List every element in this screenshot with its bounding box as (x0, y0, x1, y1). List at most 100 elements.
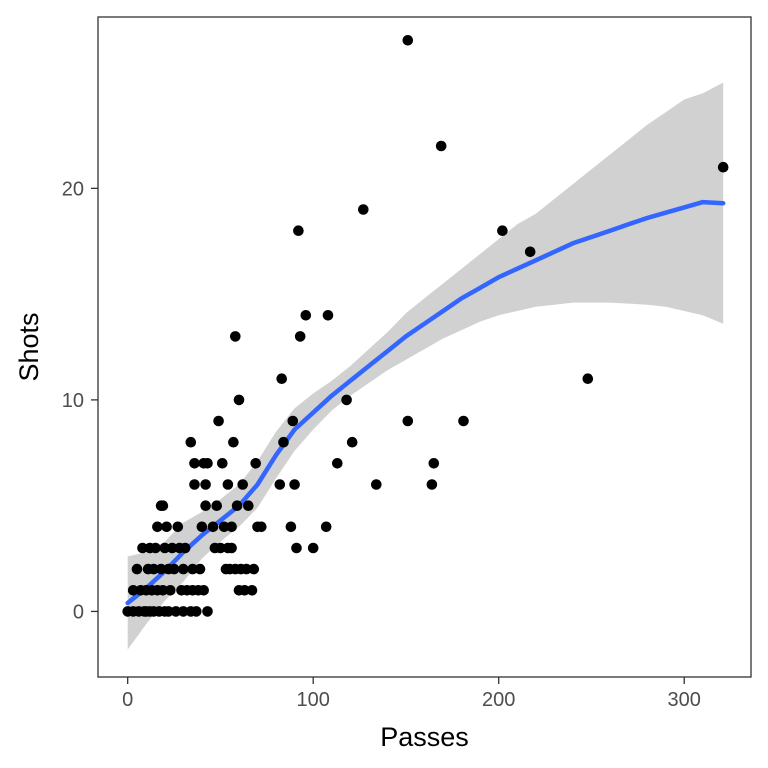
data-point (211, 500, 222, 512)
data-point (163, 606, 174, 617)
data-point (155, 563, 167, 575)
data-point (428, 458, 440, 469)
data-point (524, 246, 536, 258)
data-point (341, 394, 352, 406)
data-point (191, 606, 202, 617)
data-point (243, 500, 254, 512)
data-point (165, 585, 176, 596)
data-point (170, 606, 182, 617)
data-point (250, 458, 261, 469)
data-point (159, 542, 171, 554)
data-point (217, 458, 228, 469)
data-points-layer (122, 35, 729, 617)
x-tick-label: 200 (482, 689, 515, 711)
data-point (194, 563, 206, 575)
data-point (274, 479, 286, 490)
data-point (497, 225, 508, 236)
data-point (137, 542, 148, 554)
data-point (161, 521, 172, 533)
data-point (346, 436, 358, 448)
data-point (228, 436, 239, 448)
x-axis-title: Passes (380, 722, 469, 752)
data-point (402, 35, 414, 46)
data-point (152, 521, 163, 533)
data-point (200, 500, 211, 512)
data-point (246, 585, 258, 596)
data-point (332, 458, 343, 469)
data-point (178, 606, 189, 617)
data-point (226, 521, 237, 533)
data-point (285, 521, 297, 533)
data-point (294, 331, 306, 342)
data-point (198, 585, 209, 596)
data-point (582, 373, 594, 385)
data-point (458, 415, 469, 427)
confidence-band (127, 82, 724, 650)
data-point (222, 479, 234, 490)
y-tick-label: 0 (73, 601, 84, 623)
data-point (215, 542, 226, 554)
data-point (291, 542, 302, 554)
data-point (241, 563, 252, 575)
x-axis: 0 100 200 300 (122, 677, 701, 711)
data-point (426, 479, 438, 490)
data-point (131, 563, 143, 575)
data-point (189, 479, 200, 490)
data-point (255, 521, 267, 533)
data-point (148, 563, 159, 575)
data-point (435, 140, 447, 152)
panel-border (97, 16, 752, 678)
data-point (300, 310, 312, 321)
data-point (157, 585, 169, 596)
data-point (185, 436, 197, 448)
data-point (172, 521, 184, 533)
data-point (178, 563, 189, 575)
data-point (127, 585, 139, 596)
data-point (168, 563, 180, 575)
data-point (248, 563, 260, 575)
data-point (233, 394, 245, 406)
data-point (287, 415, 299, 427)
data-point (150, 542, 161, 554)
data-point (226, 542, 237, 554)
smooth-line-layer (125, 199, 726, 606)
data-point (166, 542, 178, 554)
data-point (157, 500, 169, 512)
plot-panel (97, 16, 752, 678)
data-point (187, 563, 198, 575)
x-tick-label: 300 (668, 689, 701, 711)
data-point (358, 204, 369, 215)
data-point (239, 585, 250, 596)
y-tick-label: 20 (62, 178, 84, 200)
data-point (371, 479, 382, 490)
y-axis: 0 10 20 (62, 178, 98, 623)
data-point (289, 479, 300, 490)
data-point (202, 606, 213, 617)
smooth-trend-line (125, 199, 726, 606)
data-point (293, 225, 304, 236)
y-axis-title: Shots (14, 312, 44, 381)
data-point (237, 479, 248, 490)
data-point (402, 415, 414, 427)
data-point (322, 310, 334, 321)
data-point (278, 436, 289, 448)
data-point (276, 373, 288, 385)
data-point (200, 479, 211, 490)
data-point (218, 521, 230, 533)
x-tick-label: 0 (122, 689, 133, 711)
data-point (320, 521, 332, 533)
data-point (213, 415, 224, 427)
data-point (230, 331, 241, 342)
data-point (717, 161, 729, 173)
confidence-band-layer (127, 82, 724, 650)
data-point (231, 500, 243, 512)
data-point (202, 458, 213, 469)
x-tick-label: 100 (297, 689, 330, 711)
y-tick-label: 10 (62, 390, 84, 412)
data-point (196, 521, 208, 533)
data-point (207, 521, 219, 533)
data-point (179, 542, 191, 554)
data-point (307, 542, 319, 554)
data-point (189, 458, 200, 469)
